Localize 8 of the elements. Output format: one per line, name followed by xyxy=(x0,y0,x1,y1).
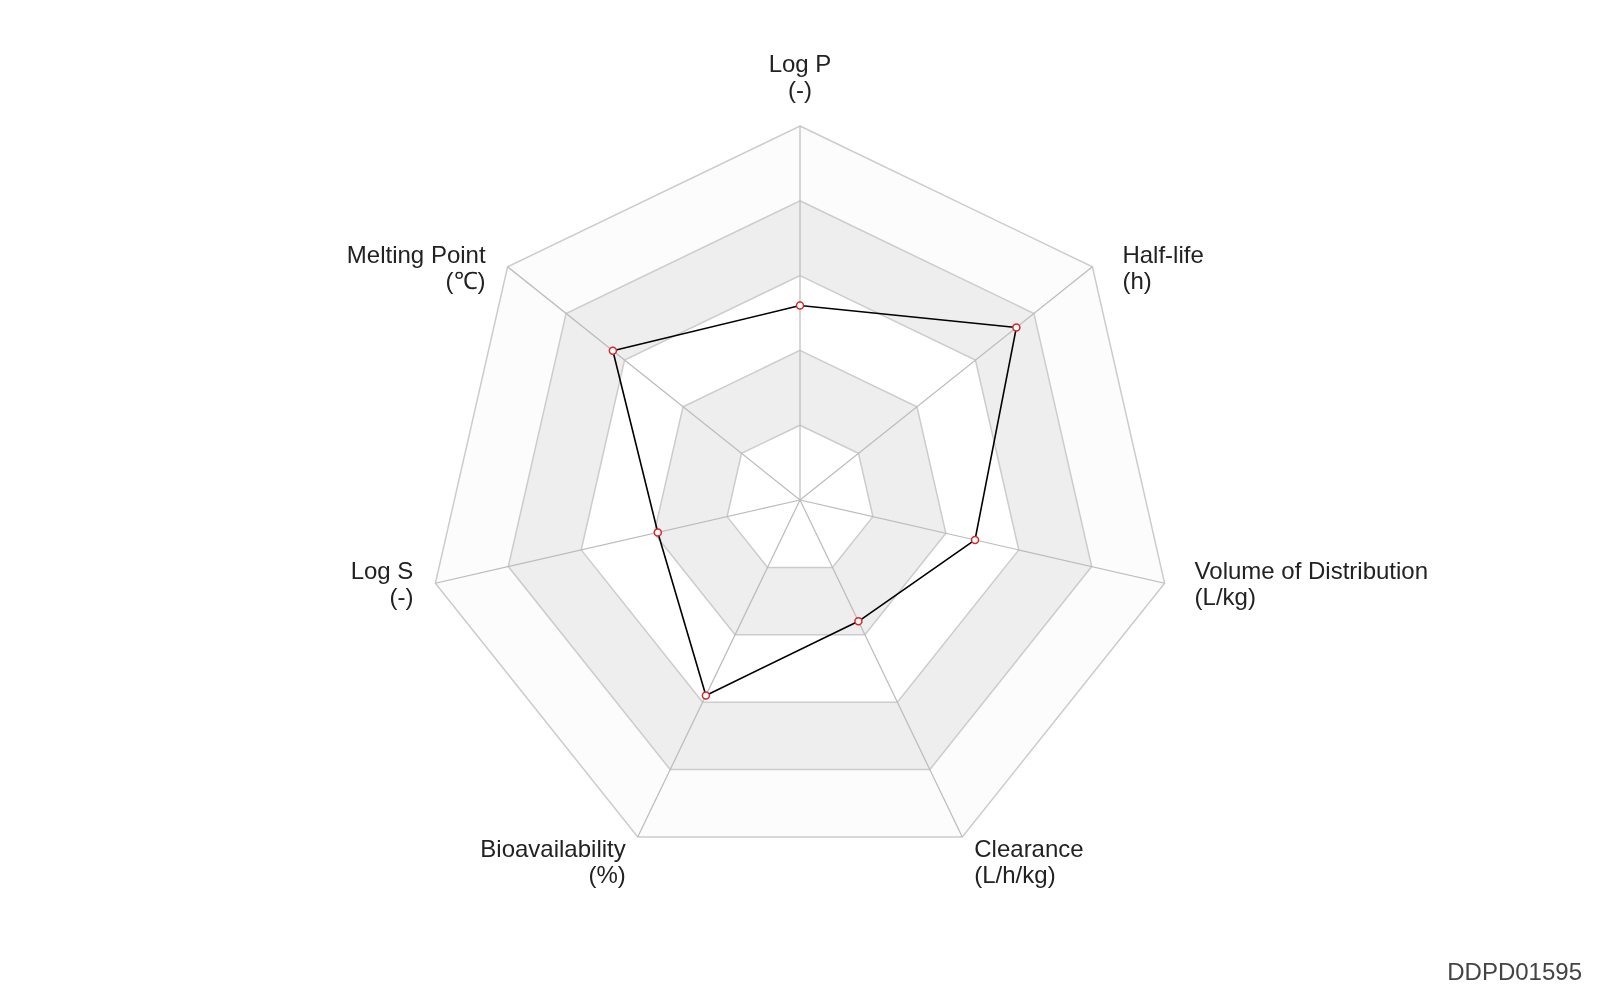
spoke-label: Volume of Distribution (L/kg) xyxy=(1194,557,1429,611)
spoke-label: Log S (-) xyxy=(350,557,414,611)
spoke-label: Half-life (h) xyxy=(1122,240,1204,294)
spoke-label: Melting Point (℃) xyxy=(346,240,486,294)
text: DDPD01595 xyxy=(1447,958,1582,985)
spoke-label: Clearance (L/h/kg) xyxy=(974,834,1084,888)
spoke-label: Bioavailability (%) xyxy=(480,834,626,888)
spoke-label: Log P (-) xyxy=(768,50,832,103)
